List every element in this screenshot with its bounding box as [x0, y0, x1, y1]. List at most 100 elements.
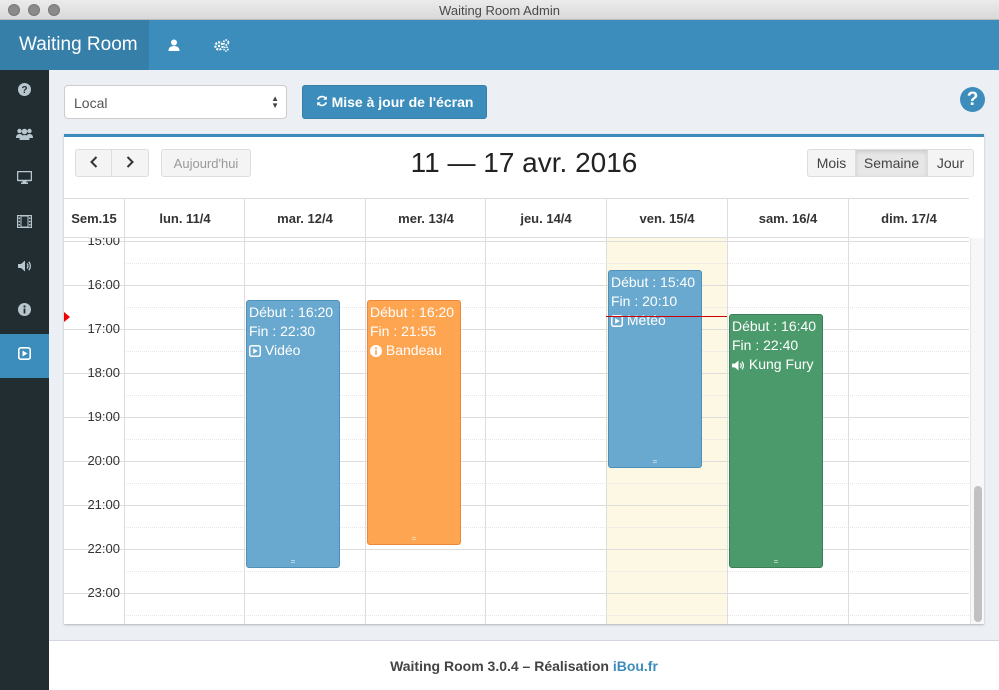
event-title: Vidéo [249, 341, 339, 362]
time-label: 23:00 [87, 585, 120, 600]
week-number-label: Sem.15 [71, 211, 117, 226]
chevron-left-icon [89, 155, 98, 171]
event-title: Kung Fury [732, 355, 822, 376]
sidebar-item-sounds[interactable] [0, 246, 49, 290]
half-hour-line [124, 263, 969, 264]
calendar-event-vid-o[interactable]: Début : 16:20 Fin : 22:30 Vidéo = [246, 299, 340, 568]
event-label: Vidéo [264, 341, 301, 358]
location-select[interactable]: Local ▲ ▼ [64, 85, 287, 119]
time-label: 19:00 [87, 409, 120, 424]
event-end-time: Fin : 20:10 [611, 293, 678, 310]
volume-icon [732, 357, 745, 376]
sidebar-item-videos[interactable] [0, 202, 49, 246]
day-header-mer-13-4: mer. 13/4 [365, 199, 486, 238]
resize-handle[interactable]: = [290, 556, 296, 566]
user-icon[interactable] [150, 20, 198, 70]
sidebar-item-help[interactable]: ? [0, 70, 49, 114]
view-week-button[interactable]: Semaine [855, 149, 928, 177]
hour-line [64, 417, 969, 418]
next-week-button[interactable] [111, 149, 149, 177]
location-select-value: Local [74, 95, 108, 111]
minimize-window-button[interactable] [28, 4, 40, 16]
refresh-screen-label: Mise à jour de l'écran [331, 94, 474, 110]
footer-text: Waiting Room 3.0.4 – Réalisation [390, 658, 609, 674]
footer: Waiting Room 3.0.4 – Réalisation iBou.fr [49, 640, 999, 690]
play-square-icon [249, 343, 261, 362]
current-time-arrow [64, 312, 70, 322]
calendar-title: 11 — 17 avr. 2016 [410, 147, 638, 178]
time-label: 21:00 [87, 497, 120, 512]
view-day-button[interactable]: Jour [927, 149, 974, 177]
calendar-event-kung-fury[interactable]: Début : 16:40 Fin : 22:40 Kung Fury = [729, 314, 823, 568]
calendar-event-bandeau[interactable]: Début : 16:20 Fin : 21:55 Bandeau = [367, 299, 461, 546]
event-label: Bandeau [385, 341, 442, 358]
help-icon[interactable]: ? [960, 87, 985, 112]
time-label: 18:00 [87, 365, 120, 380]
day-column-divider [606, 238, 607, 624]
day-column-divider [365, 238, 366, 624]
sidebar-item-users[interactable] [0, 114, 49, 158]
brand-logo[interactable]: Waiting Room [0, 20, 149, 70]
sidebar-item-info[interactable] [0, 290, 49, 334]
info-circle-icon [370, 343, 382, 362]
half-hour-line [124, 395, 969, 396]
window-title: Waiting Room Admin [439, 3, 560, 18]
event-start-time: Début : 16:20 [249, 303, 334, 320]
event-title: Météo [611, 311, 701, 332]
time-label: 17:00 [87, 321, 120, 336]
select-arrows-icon: ▲ ▼ [271, 94, 279, 110]
today-button[interactable]: Aujourd'hui [161, 149, 251, 177]
resize-handle[interactable]: = [773, 556, 779, 566]
day-header-mar-12-4: mar. 12/4 [244, 199, 365, 238]
day-header-jeu-14-4: jeu. 14/4 [485, 199, 606, 238]
hour-line [64, 461, 969, 462]
day-column-divider [727, 238, 728, 624]
day-column-divider [848, 238, 849, 624]
event-end-time: Fin : 22:30 [249, 322, 316, 339]
calendar-time-grid: 15:00 16:00 17:00 18:00 19:00 20:00 21:00 22:00… [64, 238, 969, 624]
view-month-button[interactable]: Mois [807, 149, 856, 177]
current-time-line [606, 316, 727, 317]
users-icon [16, 127, 33, 145]
event-title: Bandeau [370, 341, 460, 362]
zoom-window-button[interactable] [48, 4, 60, 16]
calendar-scrollbar[interactable] [970, 238, 984, 624]
cogs-icon[interactable] [198, 20, 246, 70]
sidebar: ? [0, 70, 49, 690]
resize-handle[interactable]: = [411, 534, 417, 544]
hour-line [64, 241, 969, 242]
half-hour-line [124, 439, 969, 440]
desktop-icon [16, 170, 33, 189]
half-hour-line [124, 571, 969, 572]
sidebar-item-schedule[interactable] [0, 334, 49, 378]
calendar: Aujourd'hui 11 — 17 avr. 2016 Mois Semai… [64, 134, 984, 624]
day-header-sam-16-4: sam. 16/4 [727, 199, 848, 238]
footer-link[interactable]: iBou.fr [612, 658, 658, 674]
time-label: 20:00 [87, 453, 120, 468]
time-label: 22:00 [87, 541, 120, 556]
calendar-day-headers: Sem.15 lun. 11/4 mar. 12/4 mer. 13/4 jeu. 1… [64, 198, 969, 238]
calendar-event-m-t-o[interactable]: Début : 15:40 Fin : 20:10 Météo = [608, 270, 702, 469]
day-column-divider [485, 238, 486, 624]
scrollbar-thumb[interactable] [974, 486, 982, 622]
close-window-button[interactable] [8, 4, 20, 16]
sidebar-item-screen[interactable] [0, 158, 49, 202]
question-circle-icon: ? [18, 83, 31, 101]
event-start-time: Début : 16:20 [370, 303, 455, 320]
prev-week-button[interactable] [75, 149, 112, 177]
event-end-time: Fin : 21:55 [370, 322, 437, 339]
refresh-icon [316, 94, 328, 110]
time-label: 16:00 [87, 277, 120, 292]
day-column-divider [244, 238, 245, 624]
window-titlebar: Waiting Room Admin [0, 0, 999, 20]
time-label: 15:00 [87, 238, 120, 248]
event-end-time: Fin : 22:40 [732, 337, 799, 354]
half-hour-line [124, 483, 969, 484]
refresh-screen-button[interactable]: Mise à jour de l'écran [302, 85, 487, 119]
half-hour-line [124, 307, 969, 308]
half-hour-line [124, 527, 969, 528]
hour-line [64, 593, 969, 594]
hour-line [64, 373, 969, 374]
event-start-time: Début : 16:40 [732, 318, 817, 335]
resize-handle[interactable]: = [652, 457, 658, 467]
